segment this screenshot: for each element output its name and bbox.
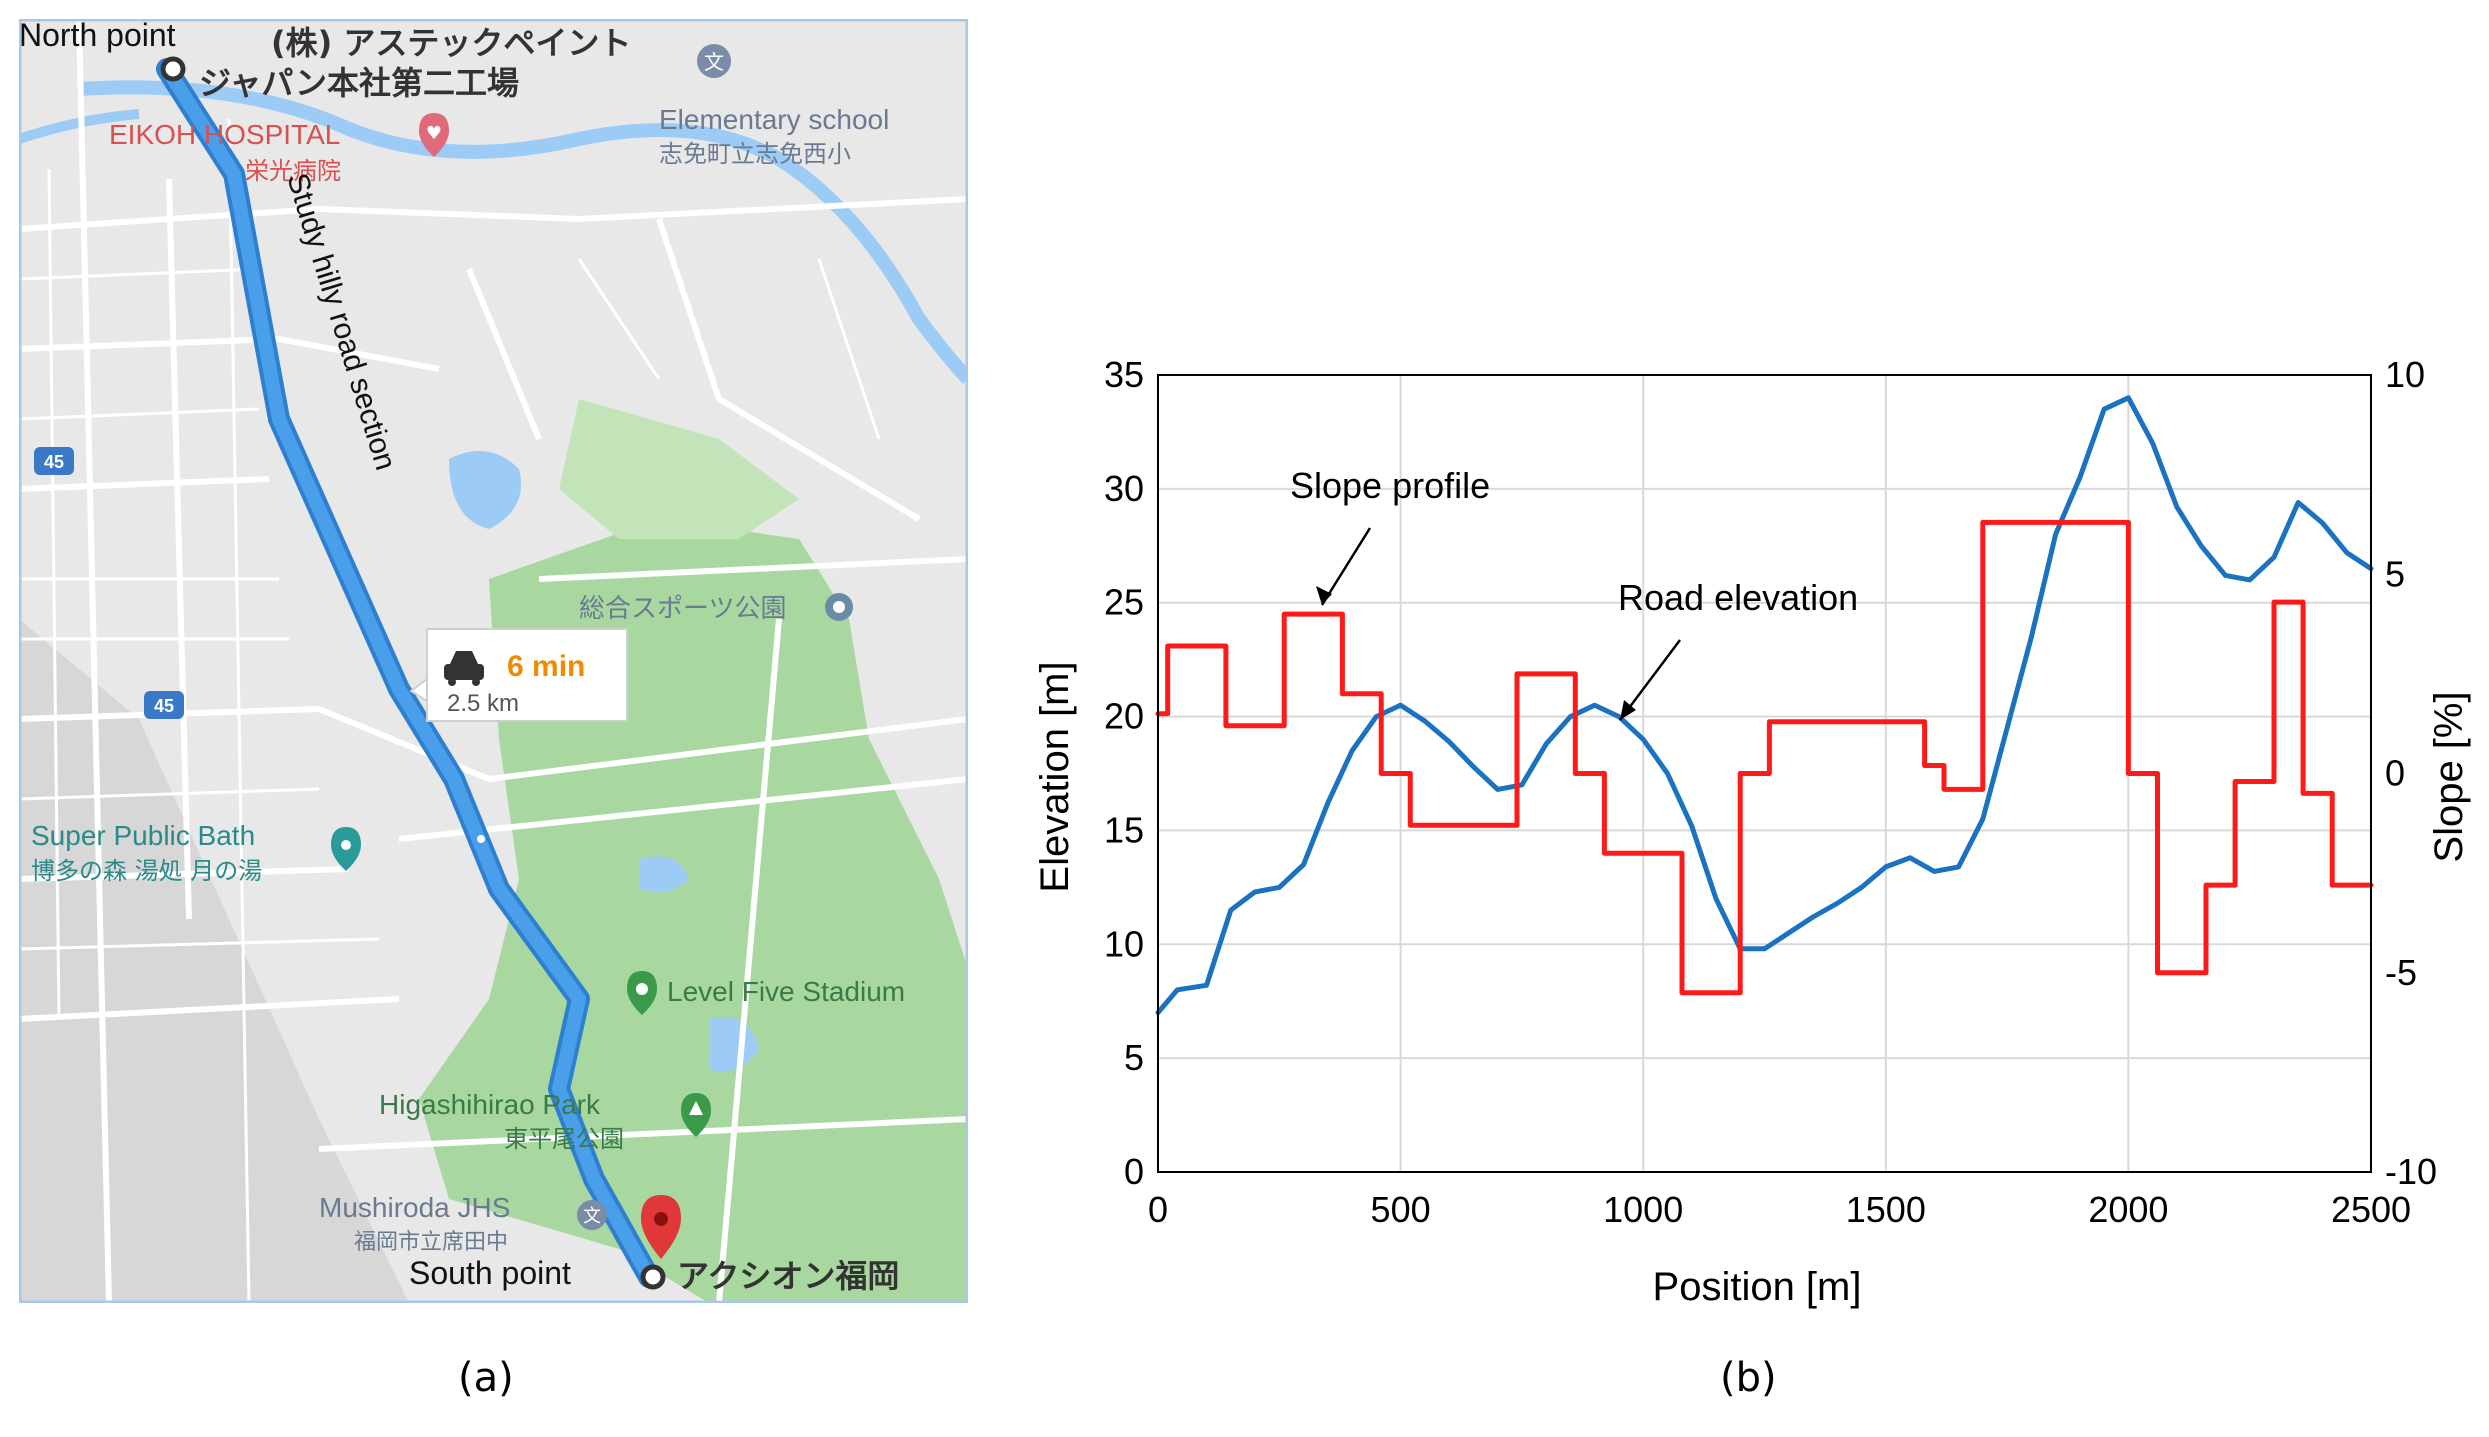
x-tick-label: 500 xyxy=(1371,1189,1431,1230)
route-waypoint xyxy=(477,835,485,843)
annotation-arrow xyxy=(1316,527,1372,606)
annotation-arrow xyxy=(1619,639,1681,721)
y-axis-label: Elevation [m] xyxy=(1033,661,1077,892)
bath-label-jp: 博多の森 湯処 月の湯 xyxy=(31,857,262,885)
svg-text:文: 文 xyxy=(704,50,724,74)
svg-text:文: 文 xyxy=(583,1206,601,1227)
pond xyxy=(639,856,689,893)
y-tick-label: 35 xyxy=(1104,354,1144,395)
y-tick-label: 25 xyxy=(1104,582,1144,623)
annotation-road-elevation: Road elevation xyxy=(1618,577,1858,618)
hospital-pin-icon: ♥ xyxy=(419,113,449,157)
bath-pin-icon xyxy=(331,827,361,871)
route-info-box: 6 min 2.5 km xyxy=(409,628,628,722)
y-tick-label: 15 xyxy=(1104,809,1144,850)
y-tick-label: 0 xyxy=(1124,1151,1144,1192)
streets-minor xyxy=(19,118,881,1303)
point-marker-icon xyxy=(640,1264,666,1290)
route-map: 45 45 North point (株) アステックペイント ジャパン本社第二… xyxy=(19,19,968,1303)
hospital-label-jp: 栄光病院 xyxy=(245,157,341,185)
y-tick-label: 20 xyxy=(1104,696,1144,737)
x-tick-label: 1500 xyxy=(1846,1189,1926,1230)
map-frame xyxy=(19,19,968,1303)
plot-frame xyxy=(1157,374,2372,1173)
x-tick-label: 2500 xyxy=(2331,1189,2411,1230)
harbor-area xyxy=(19,619,409,1303)
annotation-slope-profile: Slope profile xyxy=(1290,465,1490,506)
factory-label-line1: (株) アステックペイント xyxy=(271,24,631,62)
stadium-pin-icon xyxy=(627,971,657,1015)
school-pin-icon: 文 xyxy=(577,1200,607,1230)
y2-tick-label: -10 xyxy=(2385,1151,2437,1192)
school-label-jp: 志免町立志免西小 xyxy=(659,140,851,168)
route-shield-icon: 45 xyxy=(34,447,74,475)
stadium-label: Level Five Stadium xyxy=(667,976,905,1007)
y2-tick-label: 5 xyxy=(2385,553,2405,594)
pond xyxy=(709,1017,759,1072)
school-label: Elementary school xyxy=(659,104,889,135)
caption-a: (a) xyxy=(458,1355,514,1401)
route-time: 6 min xyxy=(507,650,585,683)
route-shield-icon: 45 xyxy=(144,691,184,719)
x-tick-label: 1000 xyxy=(1603,1189,1683,1230)
elevation-series-line xyxy=(1155,395,2374,1016)
hospital-label: EIKOH HOSPITAL xyxy=(109,119,340,150)
school-pin-icon: 文 xyxy=(697,44,731,78)
sports-park-label: 総合スポーツ公園 xyxy=(579,594,786,624)
north-point-label: North point xyxy=(19,19,176,53)
svg-text:45: 45 xyxy=(154,696,174,716)
y2-axis-label: Slope [%] xyxy=(2427,691,2471,862)
park-label-jp: 東平尾公園 xyxy=(504,1125,624,1153)
elevation-slope-chart: 0 500 1000 1500 2000 2500 0 5 10 15 20 25 30 35 -10 -5 0… xyxy=(1033,354,2471,1309)
bath-label: Super Public Bath xyxy=(31,820,255,851)
chart-ticks: 0 500 1000 1500 2000 2500 0 5 10 15 20 25 30 35 -10 -5 0… xyxy=(1104,354,2437,1230)
route-distance: 2.5 km xyxy=(447,690,519,717)
x-tick-label: 2000 xyxy=(2088,1189,2168,1230)
y-tick-label: 30 xyxy=(1104,468,1144,509)
jhs-label: Mushiroda JHS xyxy=(319,1192,510,1223)
x-axis-label: Position [m] xyxy=(1653,1265,1862,1309)
south-point-label: South point xyxy=(409,1255,571,1291)
car-icon xyxy=(444,651,484,686)
y2-tick-label: 0 xyxy=(2385,753,2405,794)
point-marker-icon xyxy=(160,56,186,82)
streets xyxy=(19,19,968,1303)
y2-tick-label: 10 xyxy=(2385,354,2425,395)
caption-b: (b) xyxy=(1720,1355,1777,1401)
route-line xyxy=(160,62,656,1284)
destination-pin-icon xyxy=(641,1195,681,1259)
chart-series xyxy=(1155,395,2374,1016)
park-label: Higashihirao Park xyxy=(379,1089,601,1120)
pond xyxy=(449,451,521,529)
y2-tick-label: -5 xyxy=(2385,952,2417,993)
y-tick-label: 10 xyxy=(1104,923,1144,964)
jhs-label-jp: 福岡市立席田中 xyxy=(354,1230,508,1255)
river xyxy=(78,80,968,384)
slope-series-line xyxy=(1155,519,2374,996)
y-tick-label: 5 xyxy=(1124,1037,1144,1078)
park-pin-icon xyxy=(825,593,853,621)
park-pin-icon xyxy=(681,1093,711,1137)
svg-text:♥: ♥ xyxy=(426,123,442,144)
factory-label-line2: ジャパン本社第二工場 xyxy=(199,64,519,102)
park-area xyxy=(559,399,799,539)
destination-label: アクシオン福岡 xyxy=(677,1257,899,1295)
x-tick-label: 0 xyxy=(1148,1189,1168,1230)
svg-text:45: 45 xyxy=(44,452,64,472)
